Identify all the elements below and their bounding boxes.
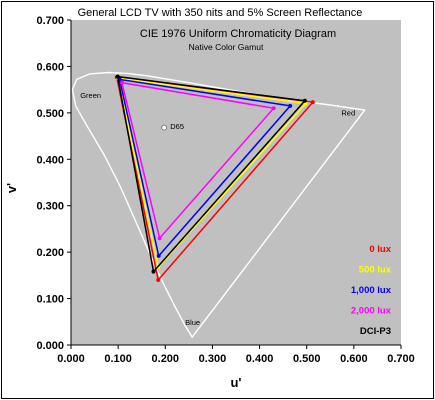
inner-title: CIE 1976 Uniform Chromaticity Diagram: [140, 28, 336, 40]
gamut-series: [114, 74, 315, 282]
y-tick-label: 0.500: [36, 108, 64, 120]
axis-ticks: 0.000 0.100 0.200 0.300 0.400 0.500 0.600 0.700…: [36, 15, 414, 365]
chart-title: General LCD TV with 350 nits and 5% Scre…: [78, 7, 363, 19]
y-tick-label: 0.300: [36, 201, 64, 213]
y-tick-label: 0.000: [36, 340, 64, 352]
gamut-triangle: [120, 81, 276, 240]
y-axis-label: v': [4, 183, 19, 193]
gamut-point: [156, 278, 161, 282]
gamut-point: [302, 98, 307, 103]
annotation-red: Red: [341, 109, 355, 118]
x-tick-label: 0.200: [152, 353, 180, 365]
annotations: Green Red Blue D65: [80, 91, 355, 327]
annotation-d65: D65: [170, 122, 184, 131]
gamut-triangle: [118, 78, 292, 258]
gamut-point: [288, 103, 293, 108]
gamut-point: [157, 236, 162, 241]
y-tick-label: 0.700: [36, 15, 64, 27]
x-tick-label: 0.300: [199, 353, 227, 365]
x-tick-label: 0.100: [104, 353, 132, 365]
legend-entry: 2,000 lux: [351, 306, 392, 317]
chart-subtitle: Native Color Gamut: [189, 42, 264, 52]
series-2-000-lux: [119, 80, 276, 241]
x-axis-label: u': [230, 375, 241, 390]
plot-area: [71, 20, 401, 345]
gamut-triangle: [117, 77, 308, 269]
gamut-point: [310, 100, 315, 105]
legend-entry: DCI-P3: [360, 326, 391, 337]
legend-entry: 500 lux: [359, 265, 392, 276]
annotation-green: Green: [80, 91, 101, 100]
gamut-point: [119, 80, 124, 85]
y-tick-label: 0.400: [36, 154, 64, 166]
y-tick-label: 0.600: [36, 61, 64, 73]
series-1-000-lux: [117, 77, 293, 258]
x-tick-label: 0.700: [387, 353, 415, 365]
x-tick-label: 0.500: [293, 353, 321, 365]
legend: 0 lux 500 lux 1,000 lux 2,000 lux DCI-P3: [351, 244, 392, 337]
white-point-marker: [161, 124, 168, 131]
legend-entry: 1,000 lux: [351, 285, 392, 296]
gamut-triangle: [116, 75, 307, 274]
y-tick-label: 0.100: [36, 294, 64, 306]
gamut-point: [151, 269, 156, 274]
gamut-point: [115, 74, 120, 79]
gamut-point: [271, 106, 276, 111]
y-tick-label: 0.200: [36, 247, 64, 259]
annotation-blue: Blue: [185, 318, 200, 327]
x-tick-label: 0.400: [246, 353, 274, 365]
series-dci-p3: [115, 74, 307, 274]
x-tick-label: 0.000: [57, 353, 85, 365]
legend-entry: 0 lux: [369, 244, 391, 255]
x-tick-label: 0.600: [340, 353, 368, 365]
gamut-point: [156, 253, 161, 258]
